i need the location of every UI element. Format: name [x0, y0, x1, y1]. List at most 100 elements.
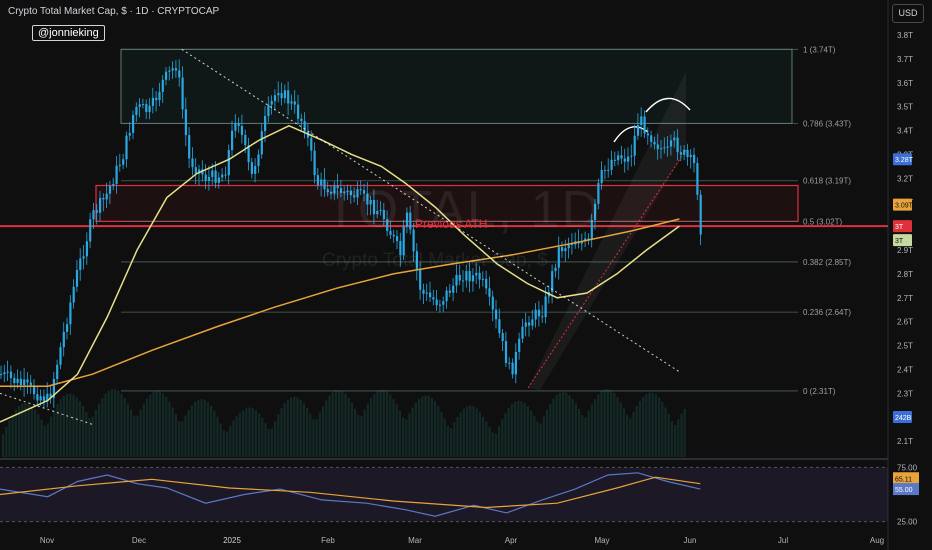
- volume-bar: [178, 421, 181, 457]
- candle: [105, 193, 108, 200]
- volume-bar: [382, 389, 385, 457]
- volume-bar: [523, 403, 526, 457]
- volume-bar: [533, 415, 536, 457]
- volume-bar: [101, 398, 104, 457]
- candle: [495, 309, 498, 320]
- price-tag-label: 3T: [895, 224, 904, 231]
- candle: [277, 93, 280, 96]
- candle: [326, 189, 329, 192]
- candle: [194, 167, 197, 174]
- fib-label: 0.618 (3.19T): [803, 177, 851, 186]
- volume-bar: [568, 395, 571, 457]
- candle: [297, 104, 300, 119]
- candle: [145, 104, 148, 112]
- volume-bar: [165, 396, 168, 457]
- volume-bar: [354, 408, 357, 457]
- volume-bar: [462, 408, 465, 457]
- volume-bar: [654, 394, 657, 457]
- volume-bar: [62, 395, 65, 457]
- candle: [435, 299, 438, 306]
- volume-bar: [136, 415, 139, 457]
- volume-bar: [331, 392, 334, 457]
- candle: [689, 154, 692, 158]
- volume-bar: [232, 420, 235, 457]
- volume-bar: [613, 392, 616, 457]
- volume-bar: [274, 421, 277, 457]
- volume-bar: [526, 406, 529, 457]
- candle: [696, 163, 699, 195]
- candle: [491, 296, 494, 310]
- candle: [72, 286, 75, 303]
- candle: [584, 238, 587, 242]
- y-tick-label: 3.4T: [897, 127, 913, 136]
- volume-bar: [235, 416, 238, 457]
- volume-bar: [30, 406, 33, 457]
- volume-bar: [626, 414, 629, 457]
- volume-bar: [194, 401, 197, 457]
- volume-bar: [200, 398, 203, 457]
- volume-bar: [142, 403, 145, 457]
- volume-bar: [315, 419, 318, 457]
- volume-bar: [242, 410, 245, 457]
- candle: [518, 338, 521, 352]
- candle: [257, 154, 260, 166]
- volume-bar: [146, 398, 149, 457]
- volume-bar: [27, 403, 30, 457]
- candle: [528, 322, 531, 326]
- candle: [19, 378, 22, 386]
- candle: [244, 134, 247, 146]
- candle: [122, 159, 125, 165]
- candle: [590, 219, 593, 240]
- candle: [39, 396, 42, 401]
- candle: [23, 379, 26, 386]
- candle: [623, 158, 626, 162]
- candle: [610, 159, 613, 170]
- volume-bar: [491, 432, 494, 457]
- candle: [600, 170, 603, 184]
- volume-bar: [222, 430, 225, 457]
- candle: [316, 175, 319, 185]
- volume-bar: [478, 411, 481, 457]
- volume-bar: [459, 412, 462, 457]
- fib-label: 0.382 (2.85T): [803, 258, 851, 267]
- volume-bar: [440, 411, 443, 457]
- candle: [115, 165, 118, 184]
- candle: [554, 267, 557, 272]
- candle: [198, 169, 201, 174]
- volume-bar: [379, 389, 382, 457]
- volume-bar: [43, 425, 46, 457]
- price-tag-label: 3.09T: [895, 203, 914, 210]
- volume-bar: [91, 416, 94, 457]
- volume-bar: [584, 417, 587, 457]
- volume-bar: [296, 397, 299, 457]
- candle: [6, 371, 9, 373]
- volume-bar: [350, 402, 353, 457]
- volume-bar: [482, 416, 485, 457]
- candle: [224, 174, 227, 176]
- candle: [455, 274, 458, 286]
- volume-bar: [392, 398, 395, 457]
- candle: [669, 140, 673, 147]
- volume-bar: [667, 413, 670, 457]
- candle: [283, 90, 286, 99]
- volume-bar: [277, 414, 280, 457]
- volume-bar: [664, 407, 667, 457]
- volume-bar: [360, 416, 363, 457]
- x-tick-label: Dec: [132, 536, 146, 545]
- volume-bar: [245, 408, 248, 457]
- volume-bar: [216, 416, 219, 457]
- candle: [254, 165, 257, 174]
- volume-bar: [325, 400, 328, 457]
- candle: [564, 248, 567, 252]
- volume-bar: [168, 401, 171, 457]
- currency-button[interactable]: USD: [892, 4, 924, 23]
- volume-bar: [517, 400, 520, 457]
- volume-bar: [645, 394, 648, 457]
- volume-bar: [597, 394, 600, 457]
- rsi-ma-tag-label: 65.11: [895, 476, 912, 483]
- candle: [300, 118, 303, 122]
- volume-bar: [651, 392, 654, 457]
- candle: [603, 170, 607, 172]
- volume-bar: [14, 409, 17, 457]
